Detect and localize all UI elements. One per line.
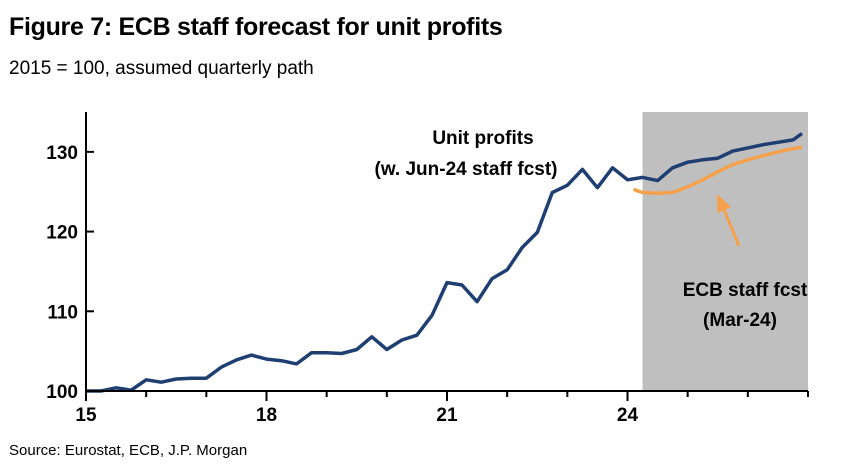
series-layer — [86, 132, 804, 393]
axis-ticks: 100 110 120 130 15 18 21 24 — [46, 143, 809, 426]
unit-profits-label-line2: (w. Jun-24 staff fcst) — [375, 159, 558, 180]
chart-title: Figure 7: ECB staff forecast for unit pr… — [9, 13, 503, 41]
y-tick-label: 120 — [46, 223, 78, 244]
forecast-shaded-region — [642, 112, 808, 391]
chart-subtitle: 2015 = 100, assumed quarterly path — [9, 58, 314, 79]
ecb-arrow — [717, 194, 741, 247]
ecb-fcst-label-line2: (Mar-24) — [703, 310, 777, 331]
y-tick-label: 130 — [46, 143, 78, 164]
unit-profits-label-line1: Unit profits — [432, 128, 533, 149]
x-tick-label: 21 — [436, 405, 458, 426]
x-tick-label: 18 — [256, 405, 277, 426]
series-line-ecb-staff-fcst — [632, 145, 803, 196]
y-tick-label: 110 — [47, 302, 78, 323]
x-tick-label: 24 — [617, 405, 639, 426]
chart-source: Source: Eurostat, ECB, J.P. Morgan — [9, 442, 248, 459]
y-tick-label: 100 — [46, 382, 78, 403]
x-tick-label: 15 — [75, 405, 97, 426]
ecb-fcst-label-line1: ECB staff fcst — [683, 280, 808, 301]
series-line-unit-profits — [86, 132, 804, 393]
